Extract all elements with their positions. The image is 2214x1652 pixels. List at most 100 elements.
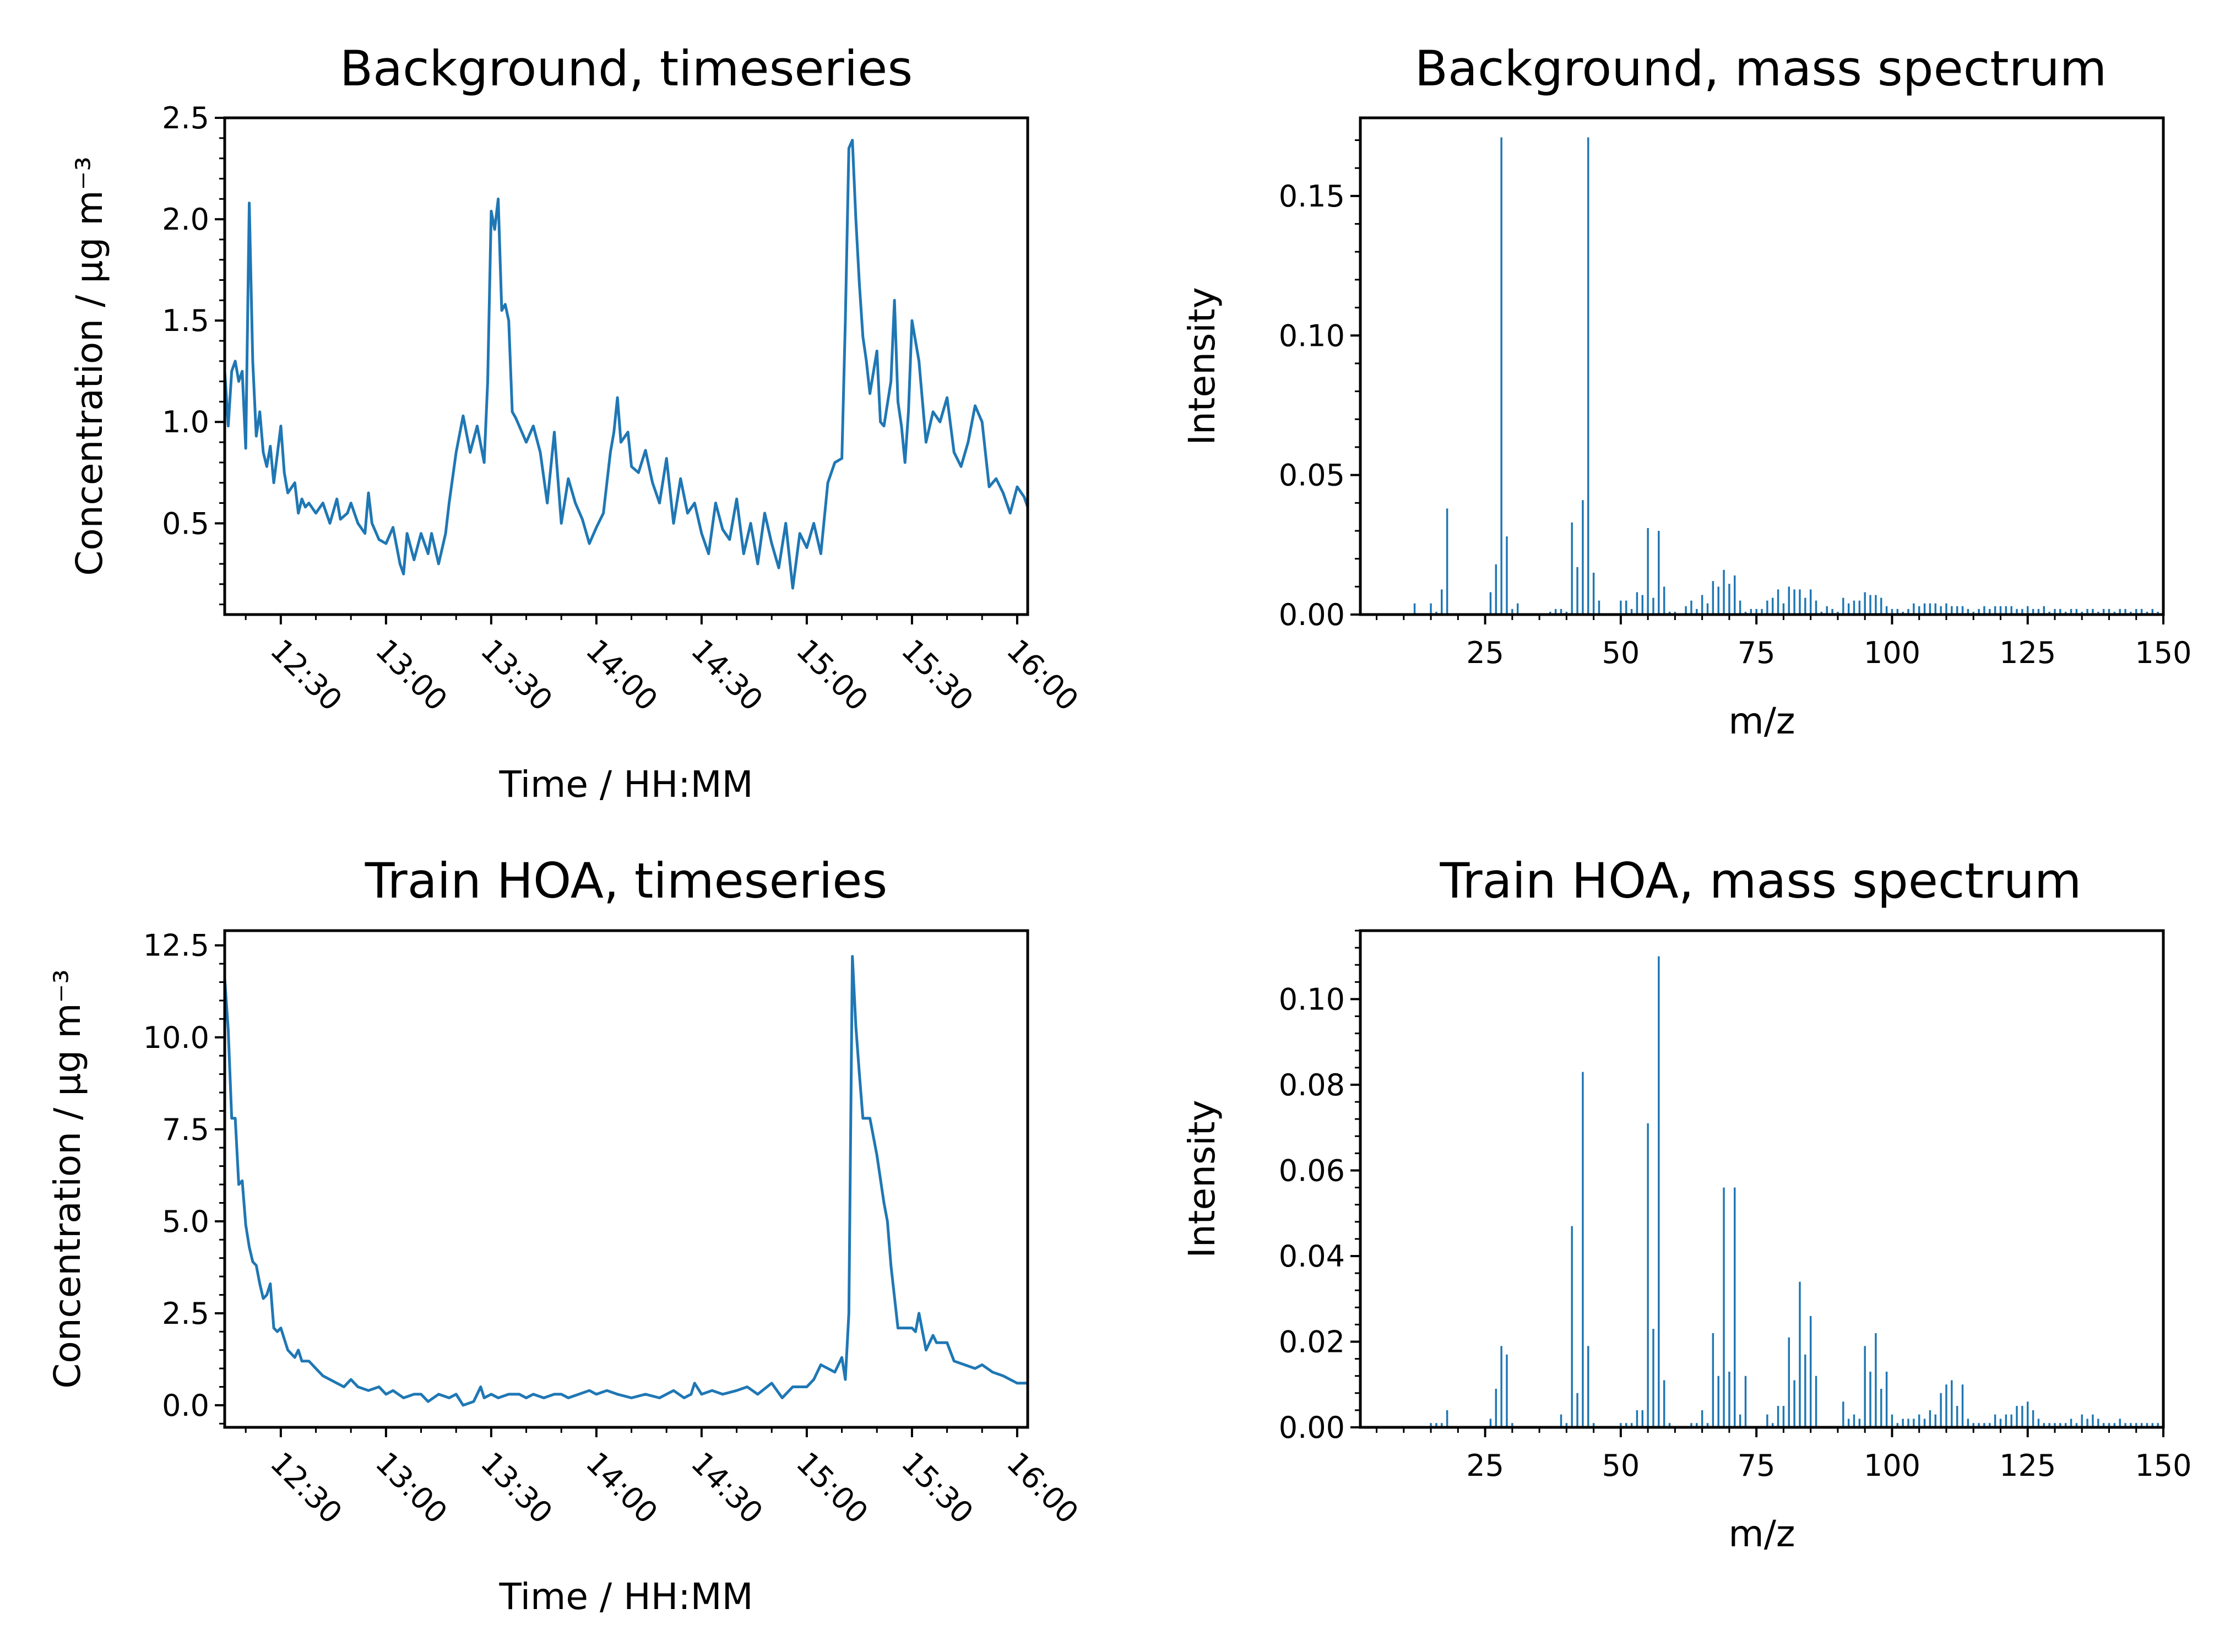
background-mass-spectrum-bar-mz-64	[1696, 608, 1698, 615]
background-timeseries-xlabel: Time / HH:MM	[498, 763, 753, 806]
train-hoa-mass-spectrum-ytick-label-0-02: 0.02	[1279, 1324, 1345, 1359]
background-mass-spectrum-bar-mz-134	[2075, 608, 2078, 615]
train-hoa-mass-spectrum-bar-mz-126	[2032, 1410, 2034, 1427]
background-mass-spectrum-bar-mz-141	[2113, 611, 2116, 615]
background-mass-spectrum-bar-mz-82	[1793, 589, 1795, 615]
train-hoa-mass-spectrum-bar-mz-54	[1641, 1410, 1643, 1427]
train-hoa-mass-spectrum-bar-mz-17	[1441, 1423, 1443, 1427]
train-hoa-mass-spectrum-bar-mz-80	[1782, 1406, 1785, 1427]
train-hoa-mass-spectrum-bar-mz-129	[2048, 1423, 2050, 1427]
train-hoa-mass-spectrum-bar-mz-136	[2086, 1419, 2088, 1427]
train-hoa-mass-spectrum-bar-mz-58	[1663, 1380, 1665, 1427]
background-mass-spectrum-bar-mz-77	[1766, 600, 1768, 615]
train-hoa-mass-spectrum-bar-mz-110	[1945, 1384, 1947, 1427]
background-mass-spectrum-bar-mz-50	[1620, 600, 1622, 615]
background-mass-spectrum-bar-mz-89	[1831, 608, 1833, 615]
train-hoa-mass-spectrum-bar-mz-73	[1744, 1376, 1747, 1427]
train-hoa-mass-spectrum-bar-mz-16	[1435, 1423, 1437, 1427]
train-hoa-timeseries-ytick-label-10-0: 10.0	[143, 1020, 209, 1055]
background-timeseries-xtick-label-14-30: 14:30	[685, 633, 770, 718]
background-mass-spectrum-bar-mz-130	[2054, 608, 2056, 615]
train-hoa-mass-spectrum-bar-mz-144	[2130, 1423, 2132, 1427]
train-hoa-mass-spectrum-bar-mz-98	[1880, 1389, 1882, 1427]
background-mass-spectrum-bar-mz-41	[1571, 522, 1573, 615]
train-hoa-mass-spectrum-bar-mz-118	[1989, 1423, 1991, 1427]
background-mass-spectrum-bar-mz-12	[1413, 603, 1416, 615]
train-hoa-mass-spectrum-bar-mz-148	[2151, 1423, 2154, 1427]
train-hoa-mass-spectrum-xtick-label-75: 75	[1738, 1448, 1776, 1483]
background-timeseries-ytick-label-0-5: 0.5	[162, 506, 209, 541]
background-mass-spectrum-bar-mz-67	[1712, 581, 1714, 615]
train-hoa-mass-spectrum-bar-mz-69	[1723, 1187, 1725, 1427]
train-hoa-mass-spectrum-xtick-label-100: 100	[1864, 1448, 1920, 1483]
background-mass-spectrum-panel: Background, mass spectrum 0.00 0.05 0.10 0.…	[1181, 40, 2192, 742]
train-hoa-mass-spectrum-bar-mz-131	[2059, 1423, 2061, 1427]
train-hoa-mass-spectrum-bar-mz-30	[1511, 1423, 1513, 1427]
train-hoa-mass-spectrum-bar-mz-138	[2097, 1419, 2099, 1427]
background-timeseries-series-line	[223, 139, 1029, 590]
background-mass-spectrum-bar-mz-81	[1788, 586, 1790, 615]
train-hoa-mass-spectrum-bar-mz-39	[1560, 1414, 1562, 1427]
background-mass-spectrum-bar-mz-136	[2086, 608, 2088, 615]
background-mass-spectrum-bar-mz-102	[1902, 611, 1904, 615]
background-mass-spectrum-bar-mz-83	[1799, 589, 1801, 615]
train-hoa-mass-spectrum-bar-mz-44	[1587, 1346, 1589, 1427]
train-hoa-mass-spectrum-bar-mz-15	[1430, 1423, 1432, 1427]
background-timeseries-ylabel: Concentration / μg m⁻³	[68, 156, 111, 576]
background-mass-spectrum-bar-mz-110	[1945, 603, 1947, 615]
background-timeseries-xtick-label-16-00: 16:00	[1000, 633, 1086, 718]
train-hoa-mass-spectrum-bar-mz-146	[2140, 1423, 2143, 1427]
background-mass-spectrum-bar-mz-15	[1430, 603, 1432, 615]
background-mass-spectrum-bar-mz-106	[1923, 603, 1926, 615]
train-hoa-timeseries-xtick-label-15-30: 15:30	[895, 1446, 980, 1531]
train-hoa-mass-spectrum-bar-mz-102	[1902, 1419, 1904, 1427]
background-mass-spectrum-bar-mz-119	[1994, 606, 1996, 615]
train-hoa-mass-spectrum-frame	[1359, 929, 2165, 1429]
train-hoa-mass-spectrum-bar-mz-42	[1576, 1393, 1578, 1427]
background-mass-spectrum-bar-mz-46	[1598, 600, 1600, 615]
background-mass-spectrum-bar-mz-112	[1956, 606, 1958, 615]
train-hoa-mass-spectrum-bar-mz-64	[1696, 1423, 1698, 1427]
train-hoa-timeseries-xtick-label-13-00: 13:00	[369, 1446, 454, 1531]
train-hoa-mass-spectrum-panel: Train HOA, mass spectrum 0.00 0.02 0.04 0.0…	[1181, 852, 2192, 1555]
background-mass-spectrum-bar-mz-143	[2124, 608, 2126, 615]
train-hoa-mass-spectrum-bar-mz-72	[1739, 1414, 1741, 1427]
background-mass-spectrum-bar-mz-60	[1674, 611, 1676, 615]
background-timeseries-xtick-label-15-30: 15:30	[895, 633, 980, 718]
background-mass-spectrum-bar-mz-31	[1516, 603, 1519, 615]
train-hoa-mass-spectrum-xtick-label-150: 150	[2135, 1448, 2191, 1483]
background-mass-spectrum-bar-mz-131	[2059, 608, 2061, 615]
background-mass-spectrum-bar-mz-125	[2026, 606, 2029, 615]
train-hoa-mass-spectrum-bar-mz-145	[2135, 1423, 2137, 1427]
train-hoa-mass-spectrum-bar-mz-85	[1809, 1316, 1812, 1427]
train-hoa-mass-spectrum-bar-mz-117	[1983, 1423, 1985, 1427]
train-hoa-mass-spectrum-bar-mz-147	[2146, 1423, 2148, 1427]
background-mass-spectrum-bar-mz-117	[1983, 606, 1985, 615]
background-mass-spectrum-bar-mz-79	[1777, 589, 1779, 615]
background-mass-spectrum-bar-mz-38	[1554, 608, 1557, 615]
train-hoa-mass-spectrum-bar-mz-101	[1896, 1423, 1899, 1427]
background-mass-spectrum-bar-mz-122	[2010, 606, 2012, 615]
background-mass-spectrum-bar-mz-30	[1511, 608, 1513, 615]
background-mass-spectrum-ylabel: Intensity	[1181, 287, 1223, 445]
background-timeseries-xtick-label-13-30: 13:30	[474, 633, 560, 718]
train-hoa-mass-spectrum-bar-mz-70	[1728, 1371, 1730, 1427]
train-hoa-mass-spectrum-bar-mz-28	[1500, 1346, 1502, 1427]
background-mass-spectrum-bar-mz-97	[1875, 595, 1877, 615]
train-hoa-mass-spectrum-bar-mz-67	[1712, 1333, 1714, 1427]
background-mass-spectrum-bar-mz-66	[1706, 603, 1709, 615]
background-mass-spectrum-bar-mz-94	[1858, 600, 1861, 615]
train-hoa-mass-spectrum-ylabel: Intensity	[1181, 1100, 1223, 1258]
train-hoa-mass-spectrum-bar-mz-113	[1961, 1384, 1964, 1427]
train-hoa-mass-spectrum-bar-mz-84	[1804, 1354, 1806, 1427]
background-mass-spectrum-bar-mz-98	[1880, 597, 1882, 615]
train-hoa-mass-spectrum-bar-mz-40	[1565, 1423, 1568, 1427]
background-mass-spectrum-bar-mz-139	[2102, 608, 2105, 615]
train-hoa-mass-spectrum-bar-mz-95	[1864, 1346, 1866, 1427]
background-timeseries-xtick-label-12-30: 12:30	[264, 633, 349, 718]
background-mass-spectrum-bar-mz-137	[2092, 608, 2094, 615]
background-mass-spectrum-bar-mz-54	[1641, 595, 1643, 615]
train-hoa-mass-spectrum-xtick-label-50: 50	[1602, 1448, 1640, 1483]
train-hoa-mass-spectrum-bar-mz-128	[2043, 1423, 2045, 1427]
train-hoa-mass-spectrum-bar-mz-66	[1706, 1423, 1709, 1427]
